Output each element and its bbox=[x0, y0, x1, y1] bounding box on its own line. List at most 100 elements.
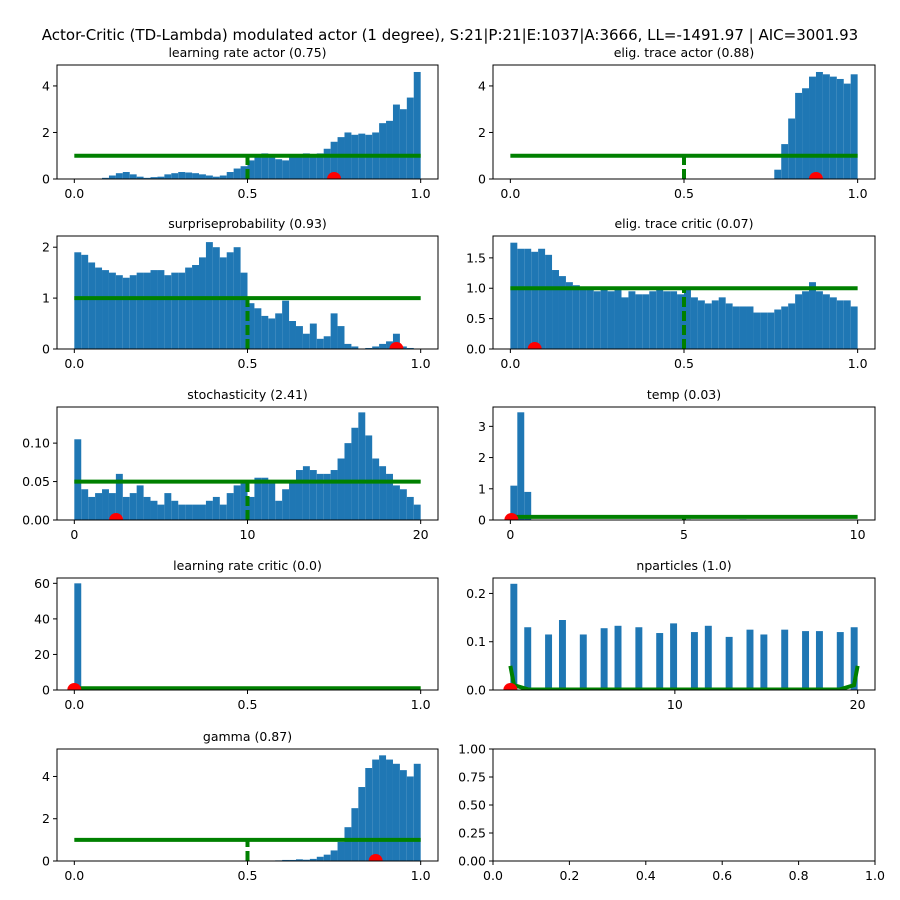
bar bbox=[95, 493, 103, 520]
bar bbox=[88, 496, 96, 520]
estimate-marker bbox=[67, 683, 82, 690]
x-tick-label: 0.0 bbox=[64, 186, 84, 201]
bar bbox=[413, 504, 421, 520]
bar bbox=[164, 275, 172, 349]
bar bbox=[406, 496, 414, 520]
bar bbox=[337, 841, 345, 861]
bar bbox=[795, 92, 803, 179]
y-tick-label: 4 bbox=[42, 78, 50, 93]
bar bbox=[254, 477, 262, 520]
bar bbox=[850, 74, 858, 179]
bar bbox=[275, 313, 283, 349]
bar bbox=[323, 854, 331, 861]
y-tick-label: 20 bbox=[34, 647, 50, 662]
bar bbox=[122, 496, 130, 520]
bar bbox=[171, 500, 179, 520]
bar bbox=[690, 632, 698, 690]
bar bbox=[129, 493, 137, 520]
bar bbox=[323, 336, 331, 349]
bar bbox=[593, 291, 601, 349]
y-tick-label: 60 bbox=[34, 576, 50, 591]
axes-frame bbox=[492, 406, 876, 521]
bar bbox=[760, 312, 768, 349]
bar bbox=[316, 338, 324, 349]
bar bbox=[697, 300, 705, 349]
bar bbox=[614, 625, 622, 690]
bar bbox=[517, 412, 525, 520]
x-tick-label: 1.0 bbox=[848, 186, 868, 201]
bar bbox=[302, 153, 310, 179]
bar bbox=[704, 625, 712, 690]
bar bbox=[74, 252, 82, 349]
bar bbox=[295, 326, 303, 349]
bar bbox=[122, 277, 130, 349]
y-tick-label: 0.0 bbox=[466, 683, 486, 698]
bar bbox=[572, 285, 580, 349]
bar bbox=[351, 427, 359, 520]
bar bbox=[74, 583, 82, 690]
x-tick-label: 1.0 bbox=[865, 868, 885, 883]
bar bbox=[309, 470, 317, 520]
bar bbox=[635, 294, 643, 349]
bar bbox=[746, 306, 754, 349]
bar bbox=[192, 265, 200, 349]
estimate-marker bbox=[368, 854, 383, 861]
y-tick-label: 0.75 bbox=[458, 770, 486, 785]
bar bbox=[635, 627, 643, 690]
bar bbox=[586, 288, 594, 349]
y-tick-label: 40 bbox=[34, 611, 50, 626]
axes-frame bbox=[56, 748, 439, 862]
bar bbox=[108, 175, 116, 179]
subplot-title: nparticles (1.0) bbox=[636, 558, 731, 573]
bar bbox=[261, 477, 269, 520]
subplot bbox=[74, 242, 421, 349]
axes-frame bbox=[492, 64, 876, 180]
bar bbox=[628, 291, 636, 349]
y-tick-label: 2 bbox=[42, 125, 50, 140]
bar bbox=[399, 770, 407, 861]
bar bbox=[108, 493, 116, 520]
bar bbox=[774, 309, 782, 349]
bar bbox=[690, 297, 698, 349]
bar bbox=[781, 306, 789, 349]
bar bbox=[711, 300, 719, 349]
bar bbox=[150, 177, 158, 179]
bar bbox=[365, 347, 373, 349]
bar bbox=[136, 485, 144, 520]
estimate-marker bbox=[389, 342, 404, 349]
bar bbox=[822, 74, 830, 179]
bar bbox=[205, 175, 213, 179]
bar bbox=[767, 312, 775, 349]
estimate-marker bbox=[808, 172, 823, 179]
bar bbox=[579, 288, 587, 349]
y-tick-label: 1.5 bbox=[466, 250, 486, 265]
axes-frame bbox=[492, 577, 876, 691]
y-tick-label: 0 bbox=[478, 172, 486, 187]
y-tick-label: 0 bbox=[42, 683, 50, 698]
x-tick-label: 1.0 bbox=[411, 697, 431, 712]
y-tick-label: 0.00 bbox=[458, 854, 486, 869]
bar bbox=[344, 827, 352, 861]
bar bbox=[642, 294, 650, 349]
bar bbox=[295, 154, 303, 179]
bar bbox=[150, 270, 158, 349]
bar bbox=[199, 257, 206, 349]
bar bbox=[788, 303, 796, 349]
estimate-marker bbox=[504, 513, 519, 520]
bar bbox=[178, 172, 186, 179]
x-tick-label: 0.0 bbox=[64, 868, 84, 883]
bar bbox=[212, 496, 220, 520]
bar bbox=[289, 481, 296, 520]
bar bbox=[268, 318, 276, 349]
bar bbox=[108, 272, 116, 349]
y-tick-label: 0.2 bbox=[466, 586, 486, 601]
bar bbox=[309, 155, 317, 179]
bar bbox=[579, 634, 587, 690]
x-tick-label: 10 bbox=[667, 697, 683, 712]
bar bbox=[275, 159, 283, 179]
bar bbox=[316, 856, 324, 861]
bar bbox=[247, 160, 255, 179]
subplot-title: elig. trace critic (0.07) bbox=[614, 216, 753, 231]
bar bbox=[392, 104, 400, 179]
bar bbox=[656, 288, 664, 349]
